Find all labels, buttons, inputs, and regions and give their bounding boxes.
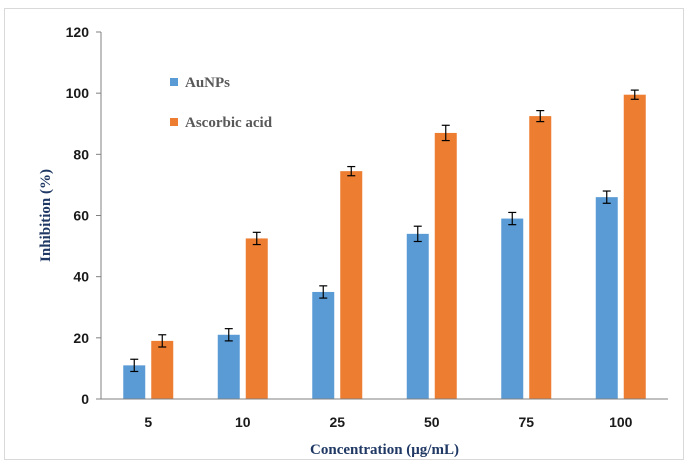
x-tick-label: 10 (235, 414, 251, 430)
y-axis-ticks: 0 20 40 60 80 100 120 (66, 24, 101, 407)
bar-aunps (312, 291, 335, 399)
x-axis-title: Concentration (μg/mL) (310, 442, 459, 458)
legend: AuNPs Ascorbic acid (170, 75, 273, 131)
bar-ascorbic-acid (434, 132, 457, 400)
legend-swatch (170, 78, 178, 86)
x-tick-label: 100 (609, 414, 633, 430)
x-tick-label: 75 (518, 414, 534, 430)
y-tick-label: 100 (66, 85, 90, 101)
y-tick-label: 60 (73, 208, 89, 224)
legend-label: Ascorbic acid (185, 115, 273, 131)
x-tick-label: 50 (424, 414, 440, 430)
y-tick-label: 120 (66, 24, 90, 40)
bar-ascorbic-acid (340, 171, 363, 399)
y-axis-title: Inhibition (%) (38, 169, 54, 262)
y-tick-label: 80 (73, 146, 89, 162)
bar-ascorbic-acid (623, 94, 646, 399)
bar-aunps (501, 218, 524, 399)
legend-swatch (170, 118, 178, 126)
y-tick-label: 20 (73, 330, 89, 346)
x-tick-label: 25 (329, 414, 345, 430)
bars (123, 94, 646, 400)
x-tick-label: 5 (144, 414, 152, 430)
bar-aunps (123, 365, 146, 399)
bar-ascorbic-acid (245, 238, 268, 399)
error-bars (130, 89, 639, 373)
x-axis-ticks: 5 10 25 50 75 100 (144, 414, 632, 430)
legend-label: AuNPs (185, 75, 230, 91)
bar-aunps (406, 233, 429, 399)
bar-ascorbic-acid (529, 116, 552, 400)
y-tick-label: 0 (81, 391, 89, 407)
bar-ascorbic-acid (151, 340, 174, 399)
bar-aunps (217, 334, 240, 399)
bar-aunps (595, 197, 618, 399)
y-tick-label: 40 (73, 269, 89, 285)
